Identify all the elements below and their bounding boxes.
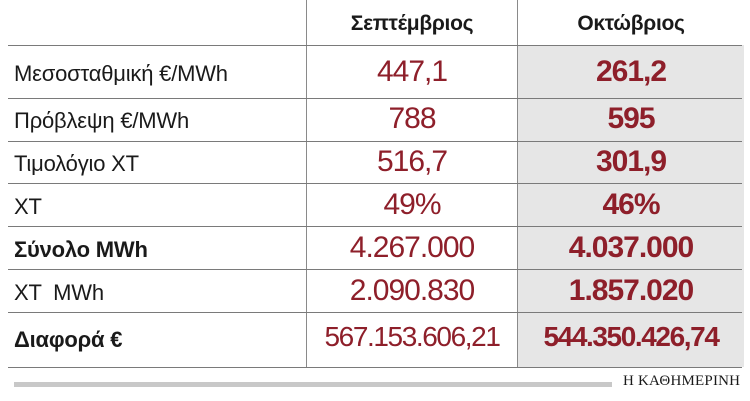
footer-rule [14,382,612,387]
october-value: 544.350.426,74 [543,321,719,352]
october-value: 1.857.020 [568,274,694,307]
october-value: 595 [607,102,655,135]
row-divider [8,183,742,184]
row-divider [8,98,742,99]
row-label: ΧΤ [14,194,42,219]
row-divider [8,367,742,368]
september-value: 2.090.830 [349,274,475,307]
row-label: Σύνολο MWh [14,237,148,262]
header-october: Οκτώβριος [577,12,685,35]
row-label: Τιμολόγιο ΧΤ [14,151,139,176]
row-divider [8,269,742,270]
header-september: Σεπτέμβριος [350,12,474,35]
source-credit: Η ΚΑΘΗΜΕΡΙΝΗ [623,373,741,389]
row-divider [8,45,742,46]
row-divider [8,141,742,142]
row-label: Μεσοσταθμική €/MWh [14,61,228,86]
row-divider [8,312,742,313]
september-value: 447,1 [376,55,448,88]
row-divider [8,226,742,227]
october-value: 261,2 [595,55,667,88]
september-value: 788 [388,102,436,135]
september-value: 516,7 [376,145,448,178]
row-label: Πρόβλεψη €/MWh [14,108,190,133]
row-label: Διαφορά € [14,327,123,352]
october-value: 301,9 [595,145,667,178]
october-value: 46% [602,188,660,221]
october-value: 4.037.000 [568,231,694,264]
september-value: 49% [383,188,441,221]
table-header: Σεπτέμβριος Οκτώβριος [0,0,742,45]
september-value: 4.267.000 [349,231,475,264]
row-label: ΧΤ MWh [14,280,104,305]
september-value: 567.153.606,21 [324,321,500,352]
